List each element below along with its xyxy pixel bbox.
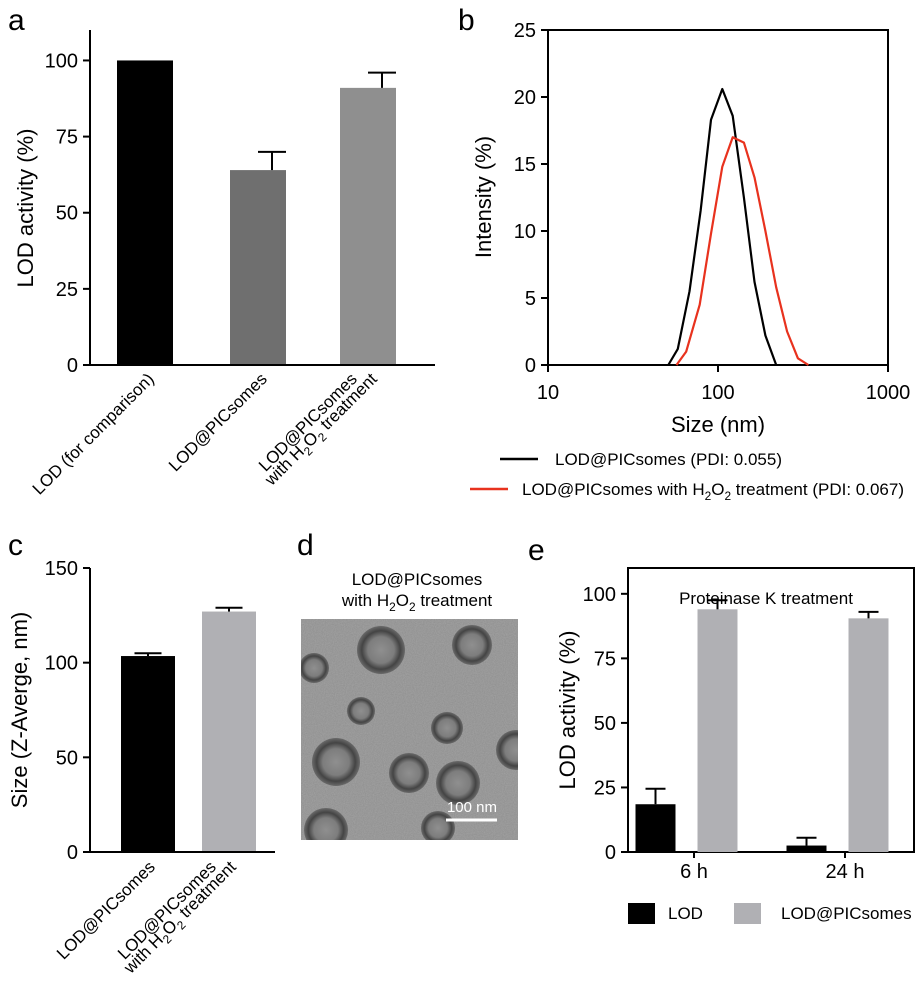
panel-a-chart: LOD activity (%) 0 25 50 75 100 LOD (for com… [13, 30, 435, 498]
panel-a-y-tick-label: 25 [56, 279, 78, 301]
panel-b-x-tick-label: 1000 [866, 382, 911, 404]
panel-e-bar [848, 618, 889, 852]
particle [357, 626, 405, 674]
particle [389, 753, 429, 793]
panel-e-y-tick-label: 100 [583, 584, 616, 606]
panel-label-d: d [297, 529, 314, 562]
panel-b-y-tick-label: 15 [514, 154, 536, 176]
panel-a-category-label: with H2O2​ treatment [260, 369, 383, 492]
panel-c-y-tick-label: 0 [67, 842, 78, 864]
panel-e-y-tick-label: 50 [594, 713, 616, 735]
particle [347, 697, 375, 725]
panel-b-y-tick-label: 10 [514, 221, 536, 243]
panel-e-bar [635, 804, 676, 852]
legend-swatch-lod-picsomes [734, 903, 761, 924]
panel-a-bar [117, 60, 173, 366]
panel-e-y-tick-label: 75 [594, 648, 616, 670]
panel-b-x-tick-label: 100 [701, 382, 734, 404]
panel-e-y-tick-label: 0 [605, 842, 616, 864]
particle [496, 730, 518, 770]
legend-label-lod-picsomes-h2o2: LOD@PICsomes with H2O2​ treatment (PDI: … [522, 480, 904, 503]
panel-label-c: c [8, 529, 23, 562]
panel-e-chart: Proteinase K treatment LOD activity (%) … [555, 567, 915, 924]
panel-b-series-line [675, 136, 809, 366]
panel-label-b: b [458, 4, 475, 37]
panel-e-category-label: 24 h [826, 861, 865, 883]
panel-label-a: a [8, 4, 25, 37]
panel-e-title: Proteinase K treatment [679, 589, 853, 608]
panel-b-y-tick-label: 25 [514, 20, 536, 42]
panel-a-category-label: LOD@PICsomes [165, 369, 271, 475]
panel-b-y-tick-label: 5 [525, 288, 536, 310]
panel-c-y-tick-label: 50 [56, 747, 78, 769]
panel-a-bar [230, 170, 286, 365]
panel-c-ylabel: Size (Z-Averge, nm) [7, 612, 32, 808]
panel-a-bar [340, 87, 396, 365]
panel-a-y-tick-label: 50 [56, 203, 78, 225]
particle [436, 761, 480, 805]
legend-label-lod-picsomes: LOD@PICsomes (PDI: 0.055) [555, 450, 782, 469]
panel-a-y-tick-label: 100 [45, 50, 78, 72]
panel-c-y-tick-label: 150 [45, 558, 78, 580]
particle [312, 738, 360, 786]
panel-a-y-tick-label: 75 [56, 127, 78, 149]
panel-b-y-tick-label: 0 [525, 355, 536, 377]
panel-c-bar [121, 656, 175, 852]
panel-e-frame [627, 567, 915, 853]
legend-label-lod: LOD [668, 904, 703, 923]
panel-b-xlabel: Size (nm) [671, 412, 765, 437]
legend-label-lod-picsomes-e: LOD@PICsomes [781, 904, 912, 923]
panel-a-y-tick-label: 0 [67, 355, 78, 377]
panel-b-x-tick-label: 10 [537, 382, 559, 404]
panel-b-ylabel: Intensity (%) [471, 136, 496, 258]
particle [431, 712, 463, 744]
panel-d-caption-line1: LOD@PICsomes [352, 570, 483, 589]
particle [452, 625, 492, 665]
panel-a-category-label: LOD@PICsomes [255, 369, 361, 475]
panel-label-e: e [528, 534, 545, 567]
panel-a-category-label: LOD (for comparison) [29, 369, 158, 498]
particle [421, 811, 455, 840]
panel-e-ylabel: LOD activity (%) [555, 631, 580, 790]
panel-a-ylabel: LOD activity (%) [13, 129, 38, 288]
panel-b-chart: Intensity (%) Size (nm) 0 5 10 15 20 25 10 100… [470, 20, 910, 503]
panel-e-bar [786, 845, 827, 852]
panel-c-y-tick-label: 100 [45, 653, 78, 675]
panel-e-bar [697, 609, 738, 852]
panel-c-bar [202, 611, 256, 852]
panel-b-y-tick-label: 20 [514, 87, 536, 109]
panel-d-caption-line2: with H2O2​ treatment [341, 591, 493, 614]
panel-e-y-tick-label: 25 [594, 777, 616, 799]
panel-e-category-label: 6 h [680, 861, 708, 883]
panel-d-micrograph: LOD@PICsomes with H2O2​ treatment [301, 570, 518, 840]
legend-swatch-lod [628, 903, 655, 924]
particle [304, 808, 348, 840]
scale-bar-label: 100 nm [447, 799, 497, 816]
panel-b-series-line [667, 87, 778, 366]
particle [301, 653, 329, 683]
